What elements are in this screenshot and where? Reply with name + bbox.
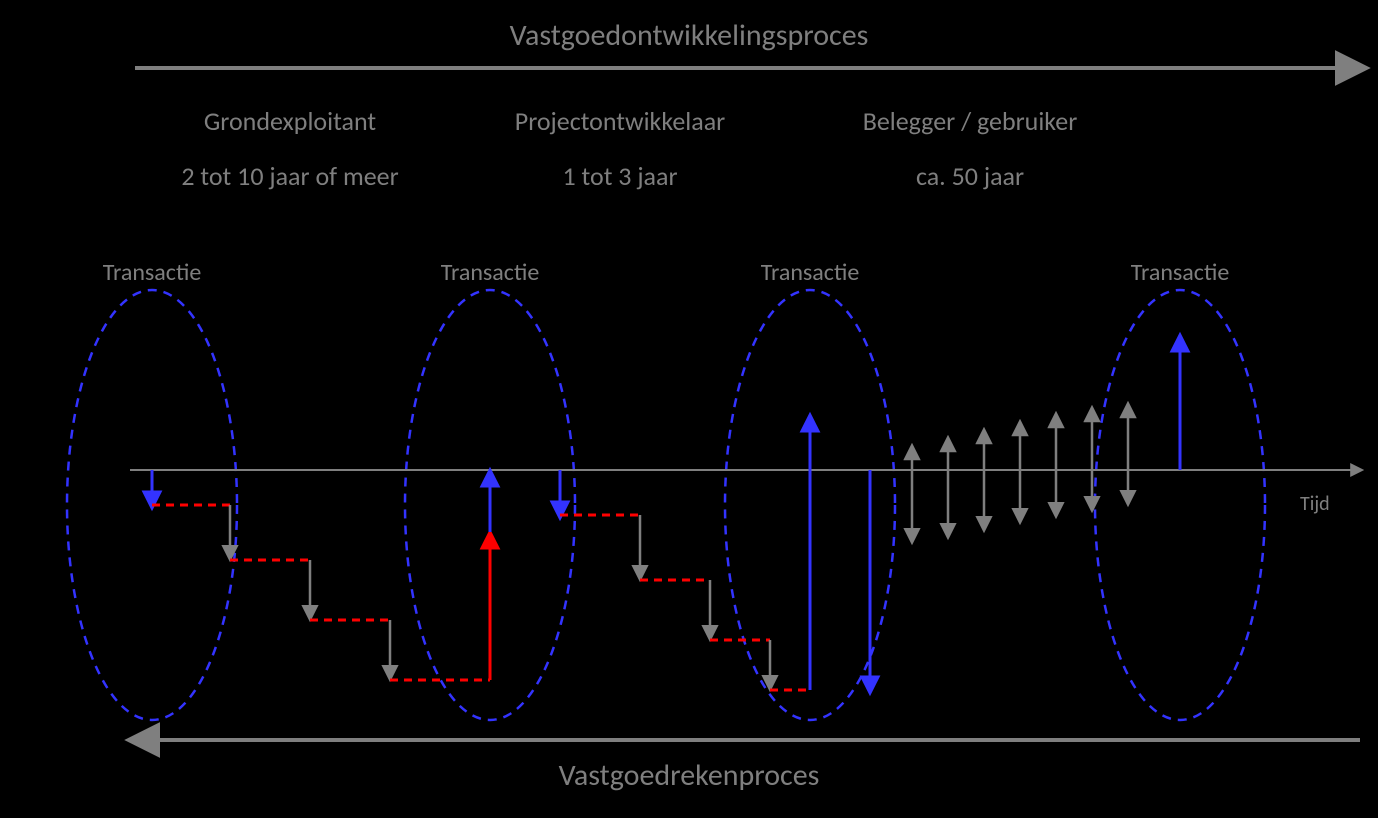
transaction-ellipses: Transactie Transactie Transactie Transactie (67, 258, 1265, 720)
top-title: Vastgoedontwikkelingsproces (510, 17, 869, 54)
phase-2-name: Projectontwikkelaar (515, 105, 725, 137)
transaction-label-3: Transactie (761, 258, 860, 287)
phase-3-duration: ca. 50 jaar (916, 160, 1024, 192)
phase-1-duration: 2 tot 10 jaar of meer (181, 160, 398, 192)
segment-grondexploitant (152, 470, 490, 680)
phase-labels: Grondexploitant 2 tot 10 jaar of meer Pr… (181, 105, 1077, 192)
transaction-label-1: Transactie (103, 258, 202, 287)
phase-3-name: Belegger / gebruiker (863, 105, 1078, 137)
segment-projectontwikkelaar (560, 418, 870, 690)
bottom-title: Vastgoedrekenproces (559, 757, 820, 794)
segment-belegger (912, 406, 1128, 540)
transaction-label-2: Transactie (441, 258, 540, 287)
transaction-label-4: Transactie (1131, 258, 1230, 287)
phase-1-name: Grondexploitant (204, 105, 376, 137)
phase-2-duration: 1 tot 3 jaar (562, 160, 677, 192)
time-axis-label: Tijd (1300, 492, 1330, 516)
process-diagram: Vastgoedontwikkelingsproces Grondexploit… (0, 0, 1378, 818)
